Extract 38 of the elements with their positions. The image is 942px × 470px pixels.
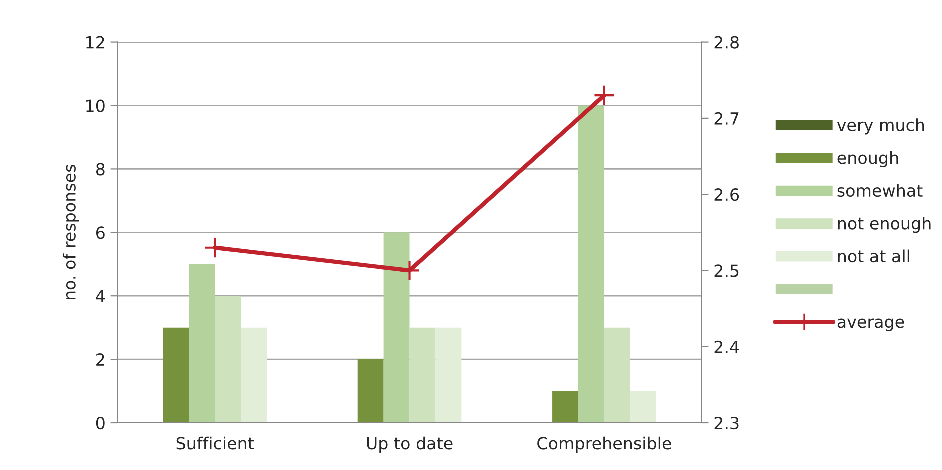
legend-label: not at all	[838, 250, 910, 263]
y2-tick-label: 2.5	[714, 264, 739, 278]
y-tick-label: 0	[96, 416, 105, 430]
legend-label: enough	[838, 151, 898, 168]
bar	[358, 360, 384, 423]
y-tick-label: 4	[96, 290, 106, 302]
y2-tick-label: 2.8	[714, 36, 739, 49]
bar	[241, 328, 268, 423]
bar	[578, 106, 604, 423]
legend-label: very much	[837, 118, 924, 135]
bar	[436, 328, 462, 423]
y-tick-label: 8	[96, 163, 105, 176]
bar	[552, 391, 578, 423]
y-tick-label: 2	[96, 354, 104, 366]
y2-tick-label: 2.6	[714, 188, 740, 202]
y-tick-label: 10	[86, 100, 105, 112]
point	[594, 84, 616, 106]
legend-label: somewhat	[838, 184, 923, 198]
legend-label: average	[838, 318, 904, 332]
x-tick-label: Sufficient	[176, 436, 254, 450]
y-axis-title: no. of responses	[63, 165, 80, 300]
bar	[189, 264, 216, 423]
bar	[410, 328, 436, 423]
x-tick-label: Up to date	[367, 436, 453, 454]
bar	[604, 328, 630, 423]
point	[204, 237, 226, 259]
y2-tick-label: 2.4	[714, 340, 740, 354]
y2-tick-label: 2.3	[714, 416, 739, 430]
bar	[630, 391, 656, 423]
y-tick-label: 12	[86, 36, 104, 49]
point	[399, 260, 421, 282]
y2-tick-label: 2.7	[714, 112, 739, 125]
bar	[215, 296, 242, 423]
bar	[384, 232, 410, 423]
bar	[163, 328, 190, 423]
x-tick-label: Comprehensible	[538, 436, 672, 454]
legend-label: not enough	[838, 216, 931, 234]
y-tick-label: 6	[96, 226, 105, 240]
